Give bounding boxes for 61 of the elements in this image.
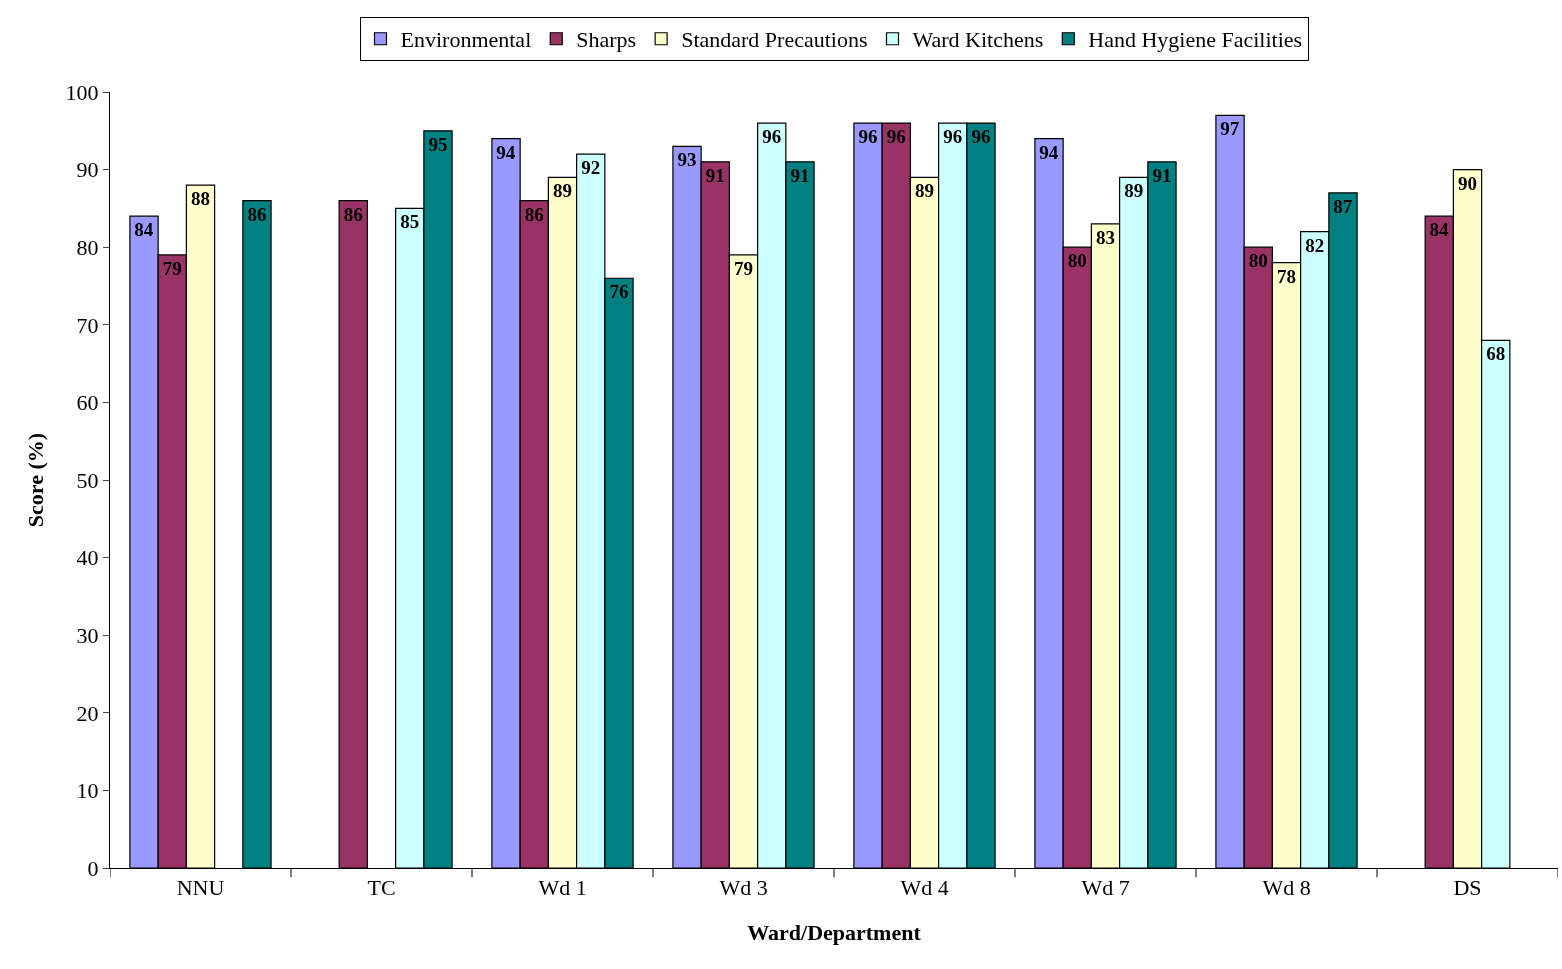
- x-tick-label: Wd 3: [719, 875, 768, 901]
- x-tick-label: NNU: [176, 875, 225, 901]
- x-tick-label: DS: [1453, 875, 1482, 901]
- data-label: 92: [581, 157, 601, 179]
- data-label: 82: [1305, 234, 1325, 256]
- data-label: 91: [790, 164, 810, 186]
- y-tick-label: 60: [76, 390, 99, 416]
- data-label: 90: [1458, 172, 1477, 194]
- data-label: 86: [247, 203, 267, 225]
- data-label: 79: [162, 257, 182, 279]
- x-tick-label: Wd 1: [538, 875, 587, 901]
- legend-label: Ward Kitchens: [912, 27, 1044, 53]
- data-label: 89: [553, 180, 572, 202]
- y-tick-label: 10: [76, 778, 99, 804]
- data-label: 78: [1277, 265, 1296, 287]
- y-tick-label: 0: [87, 855, 99, 881]
- data-label: 80: [1067, 250, 1087, 272]
- data-label: 93: [677, 149, 697, 171]
- y-tick-label: 50: [76, 467, 99, 493]
- y-tick-label: 20: [76, 700, 99, 726]
- data-label: 96: [886, 126, 906, 148]
- data-label: 79: [734, 257, 753, 279]
- data-label: 97: [1220, 118, 1240, 140]
- data-label: 91: [1152, 164, 1172, 186]
- data-label: 96: [762, 126, 782, 148]
- legend-label: Standard Precautions: [681, 27, 868, 53]
- x-tick-label: Wd 4: [900, 875, 949, 901]
- y-tick-label: 80: [76, 234, 99, 260]
- y-tick-label: 40: [76, 545, 99, 571]
- data-label: 86: [343, 203, 363, 225]
- data-label: 94: [496, 141, 516, 163]
- data-label: 96: [971, 126, 991, 148]
- x-axis-title: Ward/Department: [747, 920, 922, 946]
- data-label: 80: [1248, 250, 1268, 272]
- legend-label: Sharps: [576, 27, 637, 53]
- x-tick-label: TC: [367, 875, 396, 901]
- data-label: 84: [134, 219, 154, 241]
- data-label: 89: [915, 180, 934, 202]
- y-tick-label: 30: [76, 622, 99, 648]
- y-tick-label: 70: [76, 312, 99, 338]
- data-label: 94: [1039, 141, 1059, 163]
- data-label: 95: [428, 133, 448, 155]
- data-label: 83: [1096, 226, 1115, 248]
- data-label: 96: [858, 126, 878, 148]
- data-label: 76: [609, 281, 629, 303]
- legend-label: Environmental: [400, 27, 532, 53]
- data-label: 87: [1333, 195, 1353, 217]
- data-label: 88: [191, 188, 210, 210]
- data-label: 84: [1429, 219, 1450, 241]
- data-label: 68: [1486, 343, 1506, 365]
- y-tick-label: 90: [76, 157, 99, 183]
- data-label: 96: [943, 126, 963, 148]
- data-label: 85: [400, 211, 420, 233]
- data-label: 91: [705, 164, 725, 186]
- x-tick-label: Wd 7: [1081, 875, 1130, 901]
- data-label: 89: [1124, 180, 1144, 202]
- legend-label: Hand Hygiene Facilities: [1088, 27, 1303, 53]
- y-axis-title: Score (%): [23, 432, 49, 528]
- data-label: 86: [524, 203, 544, 225]
- x-tick-label: Wd 8: [1262, 875, 1311, 901]
- y-tick-label: 100: [65, 79, 99, 105]
